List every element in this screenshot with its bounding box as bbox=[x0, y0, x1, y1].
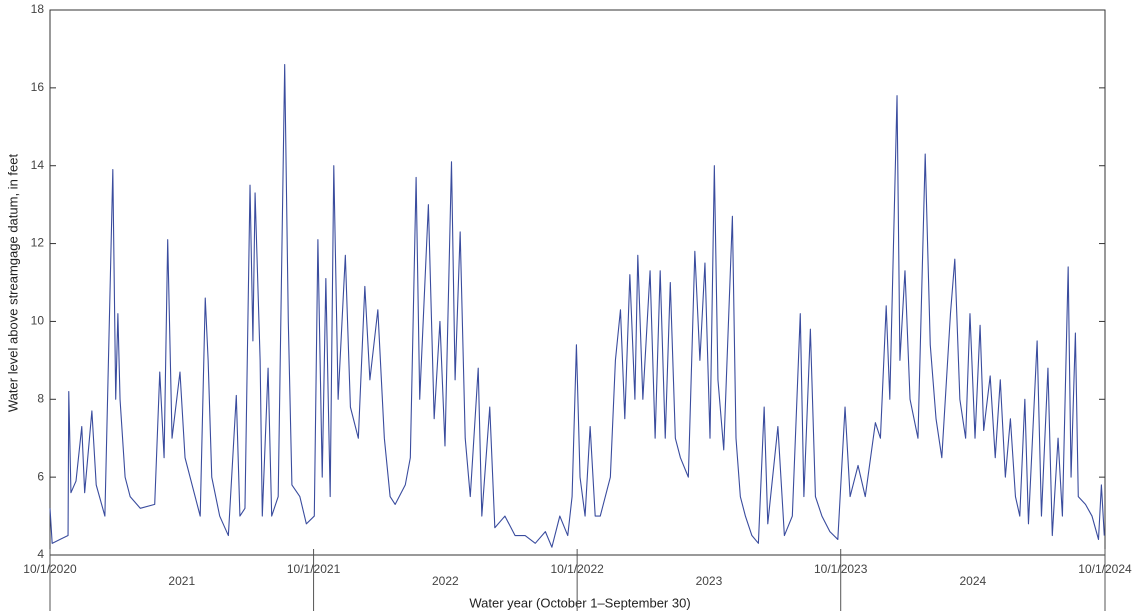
data-line bbox=[49, 63, 1105, 548]
y-tick-label: 12 bbox=[31, 236, 45, 250]
x-tick-label: 10/1/2021 bbox=[287, 562, 341, 576]
x-group-label: 2023 bbox=[696, 574, 723, 588]
x-group-label: 2024 bbox=[960, 574, 987, 588]
x-axis-label: Water year (October 1–September 30) bbox=[469, 595, 690, 610]
plot-frame bbox=[49, 9, 1106, 556]
x-tick-label: 10/1/2024 bbox=[1078, 562, 1132, 576]
y-tick-label: 10 bbox=[31, 314, 45, 328]
x-group-label: 2021 bbox=[168, 574, 195, 588]
x-tick-label: 10/1/2023 bbox=[814, 562, 868, 576]
y-tick-label: 6 bbox=[37, 469, 44, 483]
x-group-label: 2022 bbox=[432, 574, 459, 588]
y-tick-label: 18 bbox=[31, 2, 45, 16]
y-tick-label: 8 bbox=[37, 391, 44, 405]
x-tick-label: 10/1/2022 bbox=[550, 562, 604, 576]
y-tick-label: 14 bbox=[31, 158, 45, 172]
y-axis-label: Water level above streamgage datum, in f… bbox=[5, 154, 20, 413]
y-tick-label: 4 bbox=[37, 547, 44, 561]
y-tick-label: 16 bbox=[31, 80, 45, 94]
x-tick-label: 10/1/2020 bbox=[23, 562, 77, 576]
